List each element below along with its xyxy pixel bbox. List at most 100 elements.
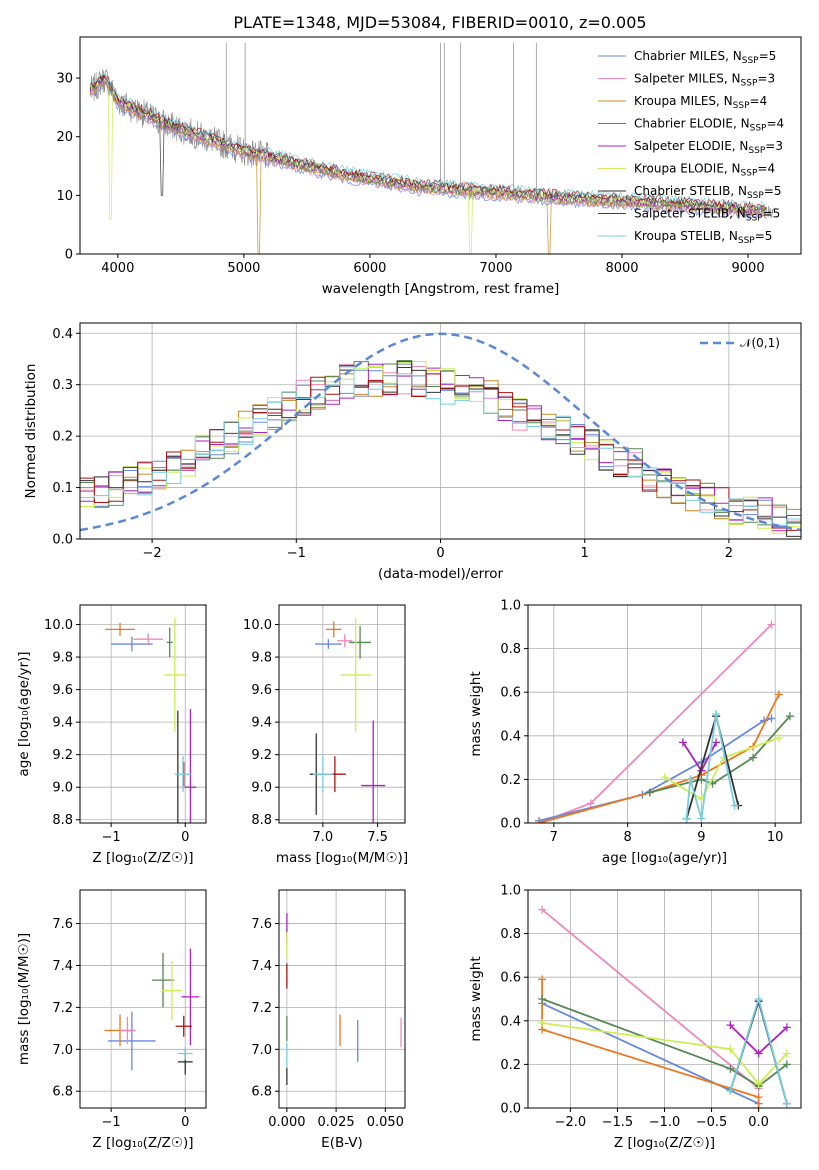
x-tick-label: 0.0 [748,1115,769,1130]
y-tick-label: 7.4 [251,959,272,974]
x-axis-label: Z [log₁₀(Z/Z☉)] [92,850,193,866]
plot-area [286,913,402,1085]
legend-entry: Chabrier MILES, NSSP=5 [634,49,776,66]
y-tick-label: 9.8 [52,651,73,666]
mass-vs-ebv-panel: 0.000 0.025 0.050 6.8 7.0 7.2 7.4 7.6 E(B-V) [251,889,406,1151]
x-tick-label: 1 [581,546,589,561]
y-tick-label: 0.4 [500,729,521,744]
x-tick-label: 7.0 [312,830,333,845]
x-tick-label: 4000 [101,261,134,276]
x-tick-label: −1.5 [602,1115,634,1130]
plot-area [309,618,386,823]
mass-weight-line [685,712,740,819]
data-point-marker [645,788,654,797]
mass-weight-line [541,1022,788,1086]
legend-entry: Kroupa MILES, NSSP=4 [634,94,767,111]
x-tick-label: 6000 [353,261,386,276]
residual-histogram [80,366,801,526]
data-point-marker [782,1099,791,1108]
legend-entry: 𝒩(0,1) [740,336,780,350]
y-tick-label: 0.2 [52,430,73,445]
x-tick-label: 7.5 [367,830,388,845]
y-tick-label: 9.6 [52,683,73,698]
y-tick-label: 10.0 [243,618,272,633]
y-tick-label: 9.2 [251,748,272,763]
data-point-marker [754,1104,763,1108]
y-tick-label: 0.4 [52,327,73,342]
x-tick-label: −1.0 [649,1115,681,1130]
y-tick-label: 10.0 [44,618,73,633]
x-tick-label: 7000 [479,261,512,276]
data-point-marker [730,801,739,810]
data-point-marker [782,1049,791,1058]
y-tick-label: 1.0 [500,599,521,614]
x-tick-label: 10 [767,830,784,845]
age-vs-metallicity-panel: −1 0 8.8 9.0 9.2 9.4 9.6 9.8 10.0 Z [log₁₀(Z/Z☉)]… [16,604,207,866]
y-axis-label: Normed distribution [23,364,39,499]
y-tick-label: 0 [65,248,73,263]
x-tick-label: −1 [102,830,121,845]
y-tick-label: 8.8 [251,813,272,828]
data-point-marker [538,975,547,984]
data-point-marker [538,1018,547,1027]
y-tick-label: 7.4 [52,959,73,974]
legend-entry: Salpeter STELIB, NSSP=5 [634,207,780,224]
legend-entry: Kroupa STELIB, NSSP=5 [634,229,772,246]
y-tick-label: 0.6 [500,686,521,701]
y-tick-label: 9.0 [251,781,272,796]
plot-area [535,620,794,823]
data-point-marker [712,738,721,747]
axes-frame [79,604,207,824]
y-tick-label: 8.8 [52,813,73,828]
x-tick-label: 0 [436,546,444,561]
y-tick-label: 0.6 [500,971,521,986]
x-tick-label: 0.050 [367,1115,404,1130]
y-tick-label: 7.6 [251,917,272,932]
mass-weight-line [538,694,780,823]
grid-lines [80,605,206,823]
data-point-marker [767,620,776,629]
data-point-marker [749,753,758,762]
plot-area [538,905,791,1108]
y-tick-label: 9.2 [52,748,73,763]
y-tick-label: 0.2 [500,1058,521,1073]
grid-lines [279,605,405,823]
legend-entry: Salpeter ELODIE, NSSP=3 [634,139,783,156]
x-axis-label: mass [log₁₀(M/M☉)] [276,850,408,866]
x-tick-label: 8000 [605,261,638,276]
x-tick-label: −2 [143,546,162,561]
grid-lines [80,323,801,540]
y-tick-label: 0.8 [500,927,521,942]
spectrum-panel: 4000 5000 6000 7000 8000 9000 0 10 20 30 wavelengt… [56,36,802,297]
x-tick-label: −2.0 [555,1115,587,1130]
axes-frame [527,889,802,1109]
data-point-marker [785,712,794,721]
residual-histogram [80,360,801,537]
data-point-marker [678,738,687,747]
y-tick-label: 9.4 [52,716,73,731]
mass-weight-line [541,998,788,1088]
x-tick-label: 0 [181,1115,189,1130]
model-spectrum-line [89,73,767,209]
data-point-marker [660,773,669,782]
data-point-marker [586,799,595,808]
y-tick-label: 0.4 [500,1014,521,1029]
x-tick-label: 9000 [732,261,765,276]
figure-title: PLATE=1348, MJD=53084, FIBERID=0010, z=0… [233,13,646,32]
y-axis-label: mass weight [468,671,484,756]
mass-vs-metallicity-panel: −1 0 6.8 7.0 7.2 7.4 7.6 Z [log₁₀(Z/Z☉)] mass [l… [16,889,207,1151]
x-tick-label: 2 [725,546,733,561]
axes-frame [278,604,406,824]
y-tick-label: 7.0 [251,1043,272,1058]
data-point-marker [538,905,547,914]
legend-entry: Chabrier ELODIE, NSSP=4 [634,117,784,134]
x-tick-label: 8 [623,830,631,845]
y-tick-label: 10 [56,189,73,204]
x-axis-label: Z [log₁₀(Z/Z☉)] [614,1135,715,1151]
data-point-marker [726,1045,735,1054]
data-point-marker [754,995,763,1003]
data-point-marker [726,1021,735,1030]
data-point-marker [535,819,544,823]
massweight-vs-metallicity-panel: −2.0 −1.5 −1.0 −0.5 0.0 0.0 0.2 0.4 0.6 0.8 1.0 Z [… [468,884,802,1151]
